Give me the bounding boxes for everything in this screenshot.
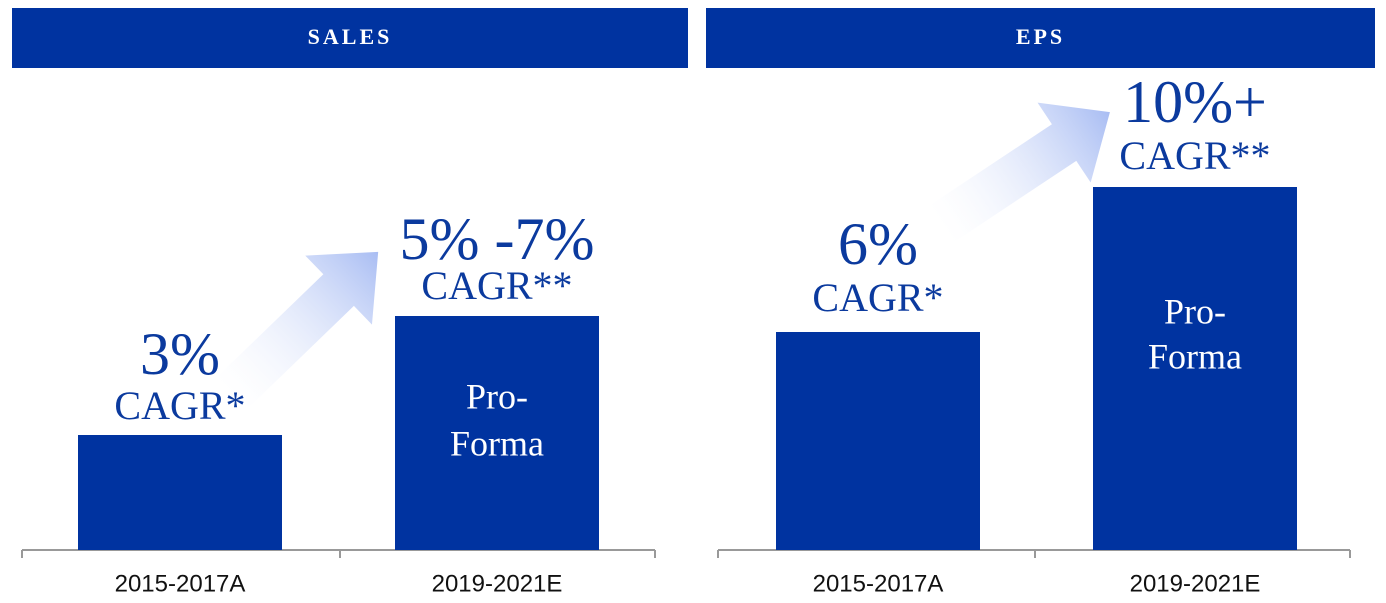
panel-header bbox=[706, 8, 1375, 68]
category-label: 2019-2021E bbox=[1130, 570, 1261, 597]
growth-subtitle: CAGR** bbox=[1119, 133, 1270, 178]
category-label: 2015-2017A bbox=[115, 570, 246, 597]
panel-title: SALES bbox=[308, 24, 393, 49]
bar bbox=[78, 435, 282, 550]
growth-value: 6% bbox=[838, 211, 918, 277]
growth-value: 3% bbox=[140, 321, 220, 387]
growth-value: 5% -7% bbox=[400, 206, 595, 272]
bar-note: Forma bbox=[450, 423, 544, 463]
growth-subtitle: CAGR* bbox=[114, 383, 245, 428]
growth-subtitle: CAGR** bbox=[421, 263, 572, 308]
growth-value: 10%+ bbox=[1123, 69, 1267, 135]
bar bbox=[395, 316, 599, 550]
bar-note: Pro- bbox=[1164, 291, 1226, 331]
category-label: 2015-2017A bbox=[813, 570, 944, 597]
bar bbox=[776, 332, 980, 550]
growth-arrow bbox=[927, 102, 1110, 244]
bar-note: Forma bbox=[1148, 336, 1242, 376]
panel-title: EPS bbox=[1016, 24, 1065, 49]
panel-header bbox=[12, 8, 688, 68]
growth-arrow bbox=[214, 251, 379, 411]
bar bbox=[1093, 187, 1297, 550]
bar-note: Pro- bbox=[466, 376, 528, 416]
growth-subtitle: CAGR* bbox=[812, 275, 943, 320]
category-label: 2019-2021E bbox=[432, 570, 563, 597]
